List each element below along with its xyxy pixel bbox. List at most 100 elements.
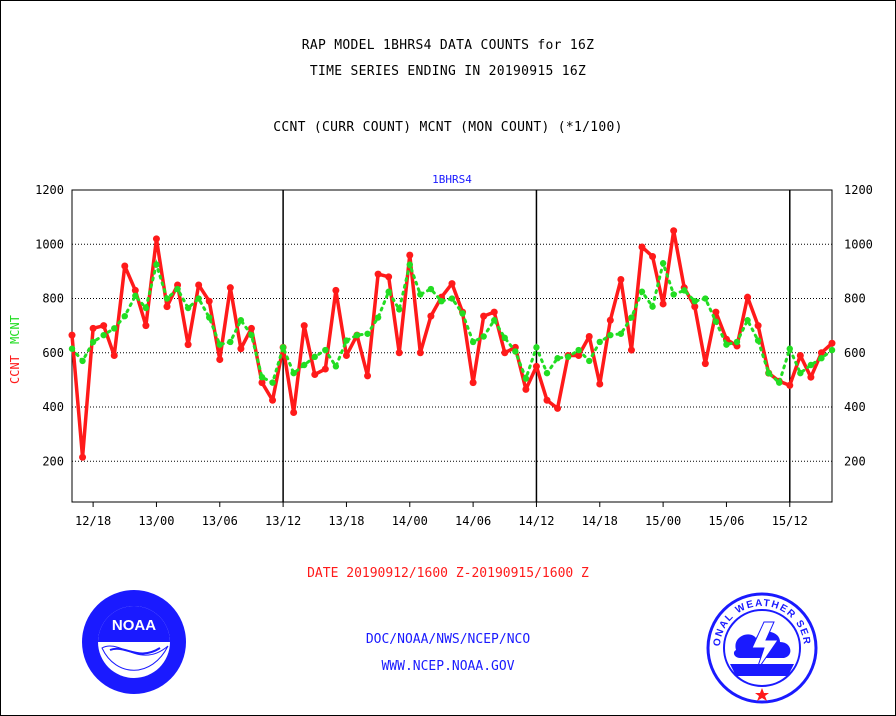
point-ccnt-19: [269, 396, 277, 404]
xtick-label-0: 12/18: [75, 514, 111, 528]
point-mcnt-66: [765, 369, 772, 377]
point-ccnt-59: [691, 303, 699, 311]
point-mcnt-23: [311, 353, 318, 361]
point-mcnt-18: [258, 374, 266, 381]
ylabel-mcnt: MCNT: [8, 315, 22, 344]
point-mcnt-12: [195, 295, 202, 302]
point-ccnt-25: [332, 286, 340, 294]
nws-logo: NATIONAL WEATHER SERVICE: [706, 592, 818, 704]
point-ccnt-22: [300, 322, 308, 330]
point-mcnt-8: [153, 261, 160, 268]
point-ccnt-50: [596, 380, 604, 388]
point-mcnt-72: [828, 346, 836, 354]
point-mcnt-56: [659, 260, 667, 267]
xtick-label-8: 14/18: [582, 514, 618, 528]
point-mcnt-64: [744, 317, 751, 324]
point-ccnt-34: [427, 312, 435, 320]
point-ccnt-64: [744, 293, 752, 301]
point-ccnt-55: [649, 252, 657, 260]
point-ccnt-3: [100, 322, 108, 330]
point-ccnt-36: [448, 280, 456, 288]
point-ccnt-51: [606, 316, 614, 324]
point-mcnt-43: [522, 375, 530, 382]
point-ccnt-40: [490, 308, 498, 316]
ytick-left-400: 400: [42, 400, 64, 414]
point-ccnt-39: [480, 312, 488, 320]
point-ccnt-4: [110, 351, 118, 359]
point-mcnt-39: [480, 333, 487, 340]
noaa-logo-text: NOAA: [112, 617, 156, 634]
point-mcnt-21: [290, 369, 297, 377]
point-ccnt-8: [152, 235, 160, 243]
legend-description: CCNT (CURR COUNT) MCNT (MON COUNT) (*1/1…: [273, 120, 623, 135]
point-ccnt-28: [364, 372, 372, 380]
point-ccnt-7: [142, 322, 150, 330]
url-link[interactable]: WWW.NCEP.NOAA.GOV: [381, 659, 515, 674]
point-ccnt-29: [374, 270, 382, 278]
point-ccnt-15: [226, 284, 234, 292]
point-ccnt-69: [796, 351, 804, 359]
point-ccnt-0: [68, 331, 76, 339]
chart-title: 1BHRS4: [432, 173, 472, 186]
point-mcnt-16: [237, 317, 245, 324]
point-mcnt-49: [586, 357, 593, 365]
point-mcnt-57: [670, 291, 677, 298]
point-ccnt-43: [522, 385, 530, 393]
point-mcnt-46: [554, 355, 561, 362]
point-mcnt-38: [469, 338, 477, 346]
point-ccnt-49: [585, 333, 593, 341]
point-mcnt-53: [628, 314, 635, 321]
point-mcnt-69: [797, 369, 804, 377]
point-mcnt-52: [617, 330, 625, 337]
point-ccnt-70: [807, 373, 815, 381]
point-mcnt-48: [575, 346, 582, 354]
date-range: DATE 20190912/1600 Z-20190915/1600 Z: [307, 566, 589, 581]
point-ccnt-1: [79, 453, 87, 461]
ytick-right-200: 200: [844, 454, 866, 468]
point-mcnt-35: [438, 298, 445, 305]
point-ccnt-72: [828, 339, 836, 347]
point-ccnt-53: [627, 346, 635, 354]
point-ccnt-44: [532, 362, 540, 370]
point-mcnt-6: [132, 292, 139, 300]
xtick-label-4: 13/18: [328, 514, 364, 528]
point-mcnt-54: [638, 288, 646, 295]
point-ccnt-41: [501, 349, 509, 357]
point-ccnt-71: [817, 349, 825, 357]
point-ccnt-2: [89, 324, 97, 332]
ytick-left-200: 200: [42, 454, 64, 468]
point-ccnt-46: [554, 404, 562, 412]
point-mcnt-44: [533, 344, 540, 351]
point-ccnt-31: [395, 349, 403, 357]
point-mcnt-36: [448, 295, 456, 302]
point-mcnt-5: [121, 312, 128, 320]
point-mcnt-45: [543, 369, 551, 377]
point-ccnt-16: [237, 345, 245, 353]
point-ccnt-11: [184, 341, 192, 349]
point-ccnt-33: [416, 349, 424, 357]
point-ccnt-45: [543, 396, 551, 404]
point-mcnt-14: [216, 341, 223, 348]
xtick-label-3: 13/12: [265, 514, 301, 528]
point-ccnt-56: [659, 300, 667, 308]
point-mcnt-17: [248, 331, 255, 339]
point-ccnt-9: [163, 303, 171, 311]
point-ccnt-61: [712, 308, 720, 316]
point-mcnt-11: [184, 304, 192, 312]
point-mcnt-40: [491, 317, 498, 324]
point-mcnt-26: [343, 337, 350, 344]
ytick-right-1200: 1200: [844, 183, 873, 197]
point-mcnt-24: [322, 346, 329, 354]
point-mcnt-31: [396, 306, 403, 313]
point-mcnt-47: [564, 353, 572, 361]
point-mcnt-32: [406, 261, 413, 268]
xtick-label-6: 14/06: [455, 514, 491, 528]
point-mcnt-15: [227, 338, 234, 346]
ytick-right-1000: 1000: [844, 237, 873, 251]
point-ccnt-52: [617, 276, 625, 284]
ytick-right-600: 600: [844, 346, 866, 360]
ytick-left-1000: 1000: [35, 237, 64, 251]
point-ccnt-57: [670, 227, 678, 235]
point-mcnt-22: [301, 361, 308, 369]
